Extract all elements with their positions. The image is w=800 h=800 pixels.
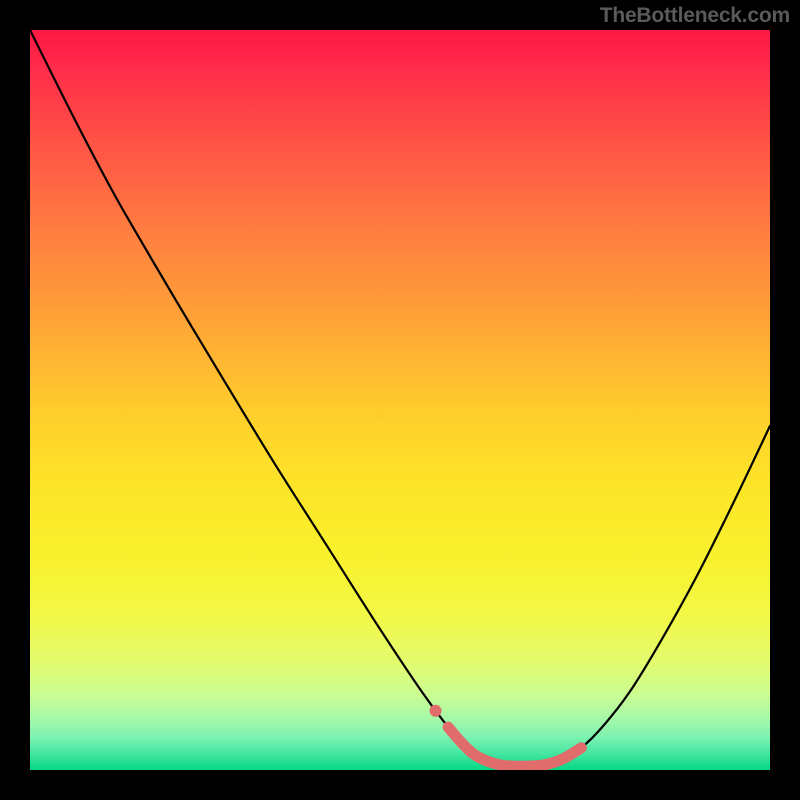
watermark-text: TheBottleneck.com [600,4,790,28]
highlight-dot [430,705,442,717]
chart-frame: TheBottleneck.com [0,0,800,800]
chart-svg [30,30,770,770]
plot-area [30,30,770,770]
